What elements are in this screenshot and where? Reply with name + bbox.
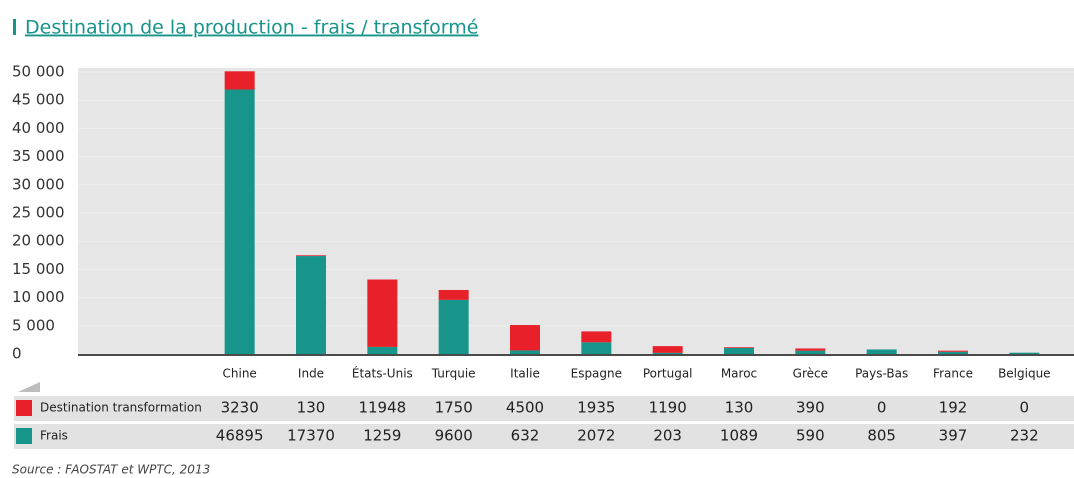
x-tick-label: Inde xyxy=(298,367,324,381)
legend-label: Destination transformation xyxy=(40,401,202,415)
table-cell: 232 xyxy=(1010,427,1039,445)
bar-segment xyxy=(866,349,897,354)
y-tick-label: 40 000 xyxy=(12,119,65,137)
table-cell: 397 xyxy=(939,427,968,445)
bar-segment xyxy=(938,350,968,352)
table-cell: 2072 xyxy=(577,427,615,445)
table-cell: 1190 xyxy=(649,399,687,417)
bar-segment xyxy=(724,347,754,354)
y-tick-label: 20 000 xyxy=(12,232,65,250)
table-cell: 9600 xyxy=(435,427,473,445)
bar-segment xyxy=(296,256,326,354)
bar-segment xyxy=(581,331,612,343)
table-cell: 11948 xyxy=(358,399,406,417)
table-cell: 1935 xyxy=(577,399,615,417)
table-cell: 130 xyxy=(725,399,754,417)
bar-segment xyxy=(510,350,540,354)
table-row-bg xyxy=(14,396,1074,421)
chart-title: Destination de la production - frais / t… xyxy=(25,17,478,39)
bar-segment xyxy=(224,71,255,90)
y-tick-label: 0 xyxy=(12,345,22,363)
table-cell: 130 xyxy=(297,399,326,417)
table-cell: 1259 xyxy=(363,427,401,445)
bar-segment xyxy=(510,325,540,351)
table-cell: 390 xyxy=(796,399,825,417)
source-note: Source : FAOSTAT et WPTC, 2013 xyxy=(12,463,210,477)
table-cell: 0 xyxy=(1020,399,1030,417)
y-tick-label: 25 000 xyxy=(12,204,65,222)
x-tick-label: France xyxy=(933,367,973,381)
table-corner xyxy=(18,382,40,392)
bar-segment xyxy=(938,351,968,354)
x-tick-label: Portugal xyxy=(643,367,693,381)
x-tick-label: Italie xyxy=(510,367,540,381)
bar-segment xyxy=(367,279,398,347)
legend-label: Frais xyxy=(40,429,68,443)
table-cell: 192 xyxy=(939,399,968,417)
y-tick-label: 10 000 xyxy=(12,288,65,306)
bar-segment xyxy=(367,346,398,354)
y-tick-label: 15 000 xyxy=(12,260,65,278)
table-row-bg xyxy=(14,424,1074,449)
x-tick-label: Chine xyxy=(223,367,257,381)
bar-segment xyxy=(1009,352,1040,354)
legend-swatch xyxy=(16,428,32,444)
x-tick-label: Grèce xyxy=(793,367,828,381)
table-cell: 805 xyxy=(867,427,896,445)
table-cell: 632 xyxy=(511,427,540,445)
table-cell: 3230 xyxy=(221,399,259,417)
bar-segment xyxy=(224,89,255,354)
table-cell: 1089 xyxy=(720,427,758,445)
x-tick-label: Turquie xyxy=(431,367,476,381)
y-tick-label: 5 000 xyxy=(12,316,55,334)
bar-segment xyxy=(581,342,612,354)
bar-segment xyxy=(652,352,683,354)
x-tick-label: Espagne xyxy=(571,367,622,381)
x-tick-label: Maroc xyxy=(721,367,757,381)
bar-segment xyxy=(795,348,826,351)
table-cell: 4500 xyxy=(506,399,544,417)
x-tick-label: Belgique xyxy=(998,367,1051,381)
bar-segment xyxy=(652,346,683,353)
title-marker xyxy=(13,19,16,35)
legend-swatch xyxy=(16,400,32,416)
table-cell: 17370 xyxy=(287,427,335,445)
y-tick-label: 50 000 xyxy=(12,63,65,81)
bar-segment xyxy=(724,347,754,348)
x-tick-label: États-Unis xyxy=(352,366,413,381)
table-cell: 0 xyxy=(877,399,887,417)
bar-segment xyxy=(795,350,826,354)
y-tick-label: 35 000 xyxy=(12,147,65,165)
bar-segment xyxy=(438,299,469,354)
table-cell: 46895 xyxy=(216,427,264,445)
y-tick-label: 30 000 xyxy=(12,175,65,193)
x-tick-label: Pays-Bas xyxy=(855,367,908,381)
y-tick-label: 45 000 xyxy=(12,91,65,109)
bar-segment xyxy=(438,289,469,300)
table-cell: 203 xyxy=(653,427,682,445)
bar-segment xyxy=(296,255,326,257)
table-cell: 1750 xyxy=(435,399,473,417)
table-cell: 590 xyxy=(796,427,825,445)
